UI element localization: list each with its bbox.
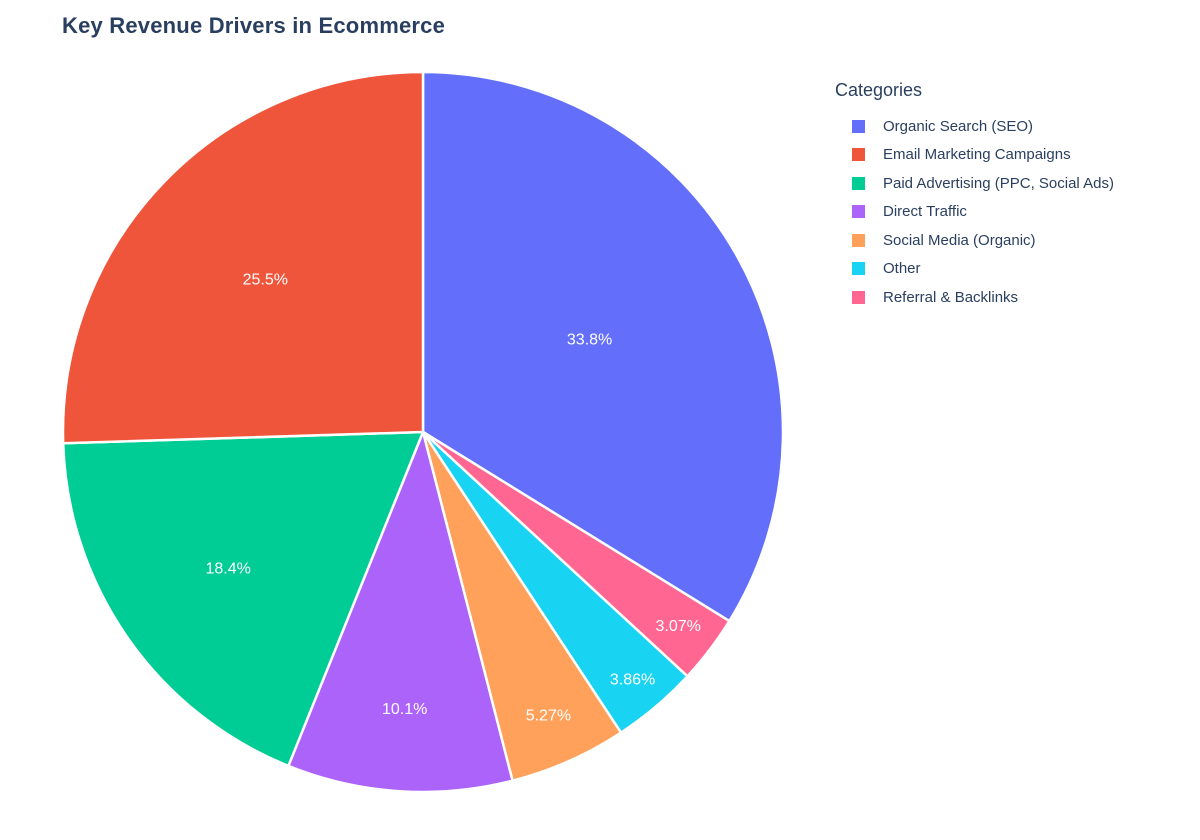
slice-label-social-media-organic: 5.27% (526, 708, 571, 725)
legend-items: Organic Search (SEO) Email Marketing Camp… (835, 112, 1114, 312)
legend-item-label: Other (883, 260, 921, 278)
legend-item-direct-traffic[interactable]: Direct Traffic (852, 198, 1114, 227)
legend-item-label: Referral & Backlinks (883, 288, 1019, 306)
chart-title: Key Revenue Drivers in Ecommerce (62, 13, 446, 38)
legend-item-email-marketing-campaigns[interactable]: Email Marketing Campaigns (852, 141, 1114, 170)
slice-label-other: 3.86% (610, 672, 655, 689)
legend-item-label: Direct Traffic (883, 203, 967, 221)
slice-label-email-marketing-campaigns: 25.5% (243, 272, 288, 289)
pie-slice-labels: 33.8% 3.07% 3.86% 5.27% 10.1% 18.4% 25.5% (206, 272, 701, 725)
legend-item-label: Paid Advertising (PPC, Social Ads) (883, 174, 1114, 192)
legend-item-social-media-organic[interactable]: Social Media (Organic) (852, 226, 1114, 255)
slice-label-direct-traffic: 10.1% (382, 701, 427, 718)
slice-label-referral-backlinks: 3.07% (656, 618, 701, 635)
legend-item-label: Organic Search (SEO) (883, 117, 1034, 135)
legend-item-label: Email Marketing Campaigns (883, 146, 1071, 164)
slice-label-organic-search-seo: 33.8% (567, 332, 612, 349)
legend-item-referral-backlinks[interactable]: Referral & Backlinks (852, 283, 1114, 312)
legend-swatch-icon (852, 119, 865, 133)
legend-swatch-icon (852, 233, 865, 247)
pie-slice-paid-advertising-ppc-social-ads[interactable] (61, 430, 425, 768)
legend-title: Categories (835, 80, 923, 100)
slice-label-paid-advertising-ppc-social-ads: 18.4% (206, 561, 251, 578)
legend-swatch-icon (852, 176, 865, 190)
pie-slices (61, 70, 785, 794)
legend-item-other[interactable]: Other (852, 255, 1114, 284)
legend-item-organic-search-seo[interactable]: Organic Search (SEO) (852, 112, 1114, 141)
legend-swatch-icon (852, 290, 865, 304)
legend-item-paid-advertising-ppc-social-ads[interactable]: Paid Advertising (PPC, Social Ads) (852, 169, 1114, 198)
legend-item-label: Social Media (Organic) (883, 231, 1036, 249)
legend: Categories Organic Search (SEO) Email Mar… (835, 80, 1114, 312)
pie-slice-email-marketing-campaigns[interactable] (61, 70, 425, 445)
pie-slice-organic-search-seo[interactable] (421, 70, 785, 623)
legend-swatch-icon (852, 148, 865, 162)
legend-swatch-icon (852, 205, 865, 219)
legend-swatch-icon (852, 262, 865, 276)
pie-slice-direct-traffic[interactable] (287, 430, 514, 794)
